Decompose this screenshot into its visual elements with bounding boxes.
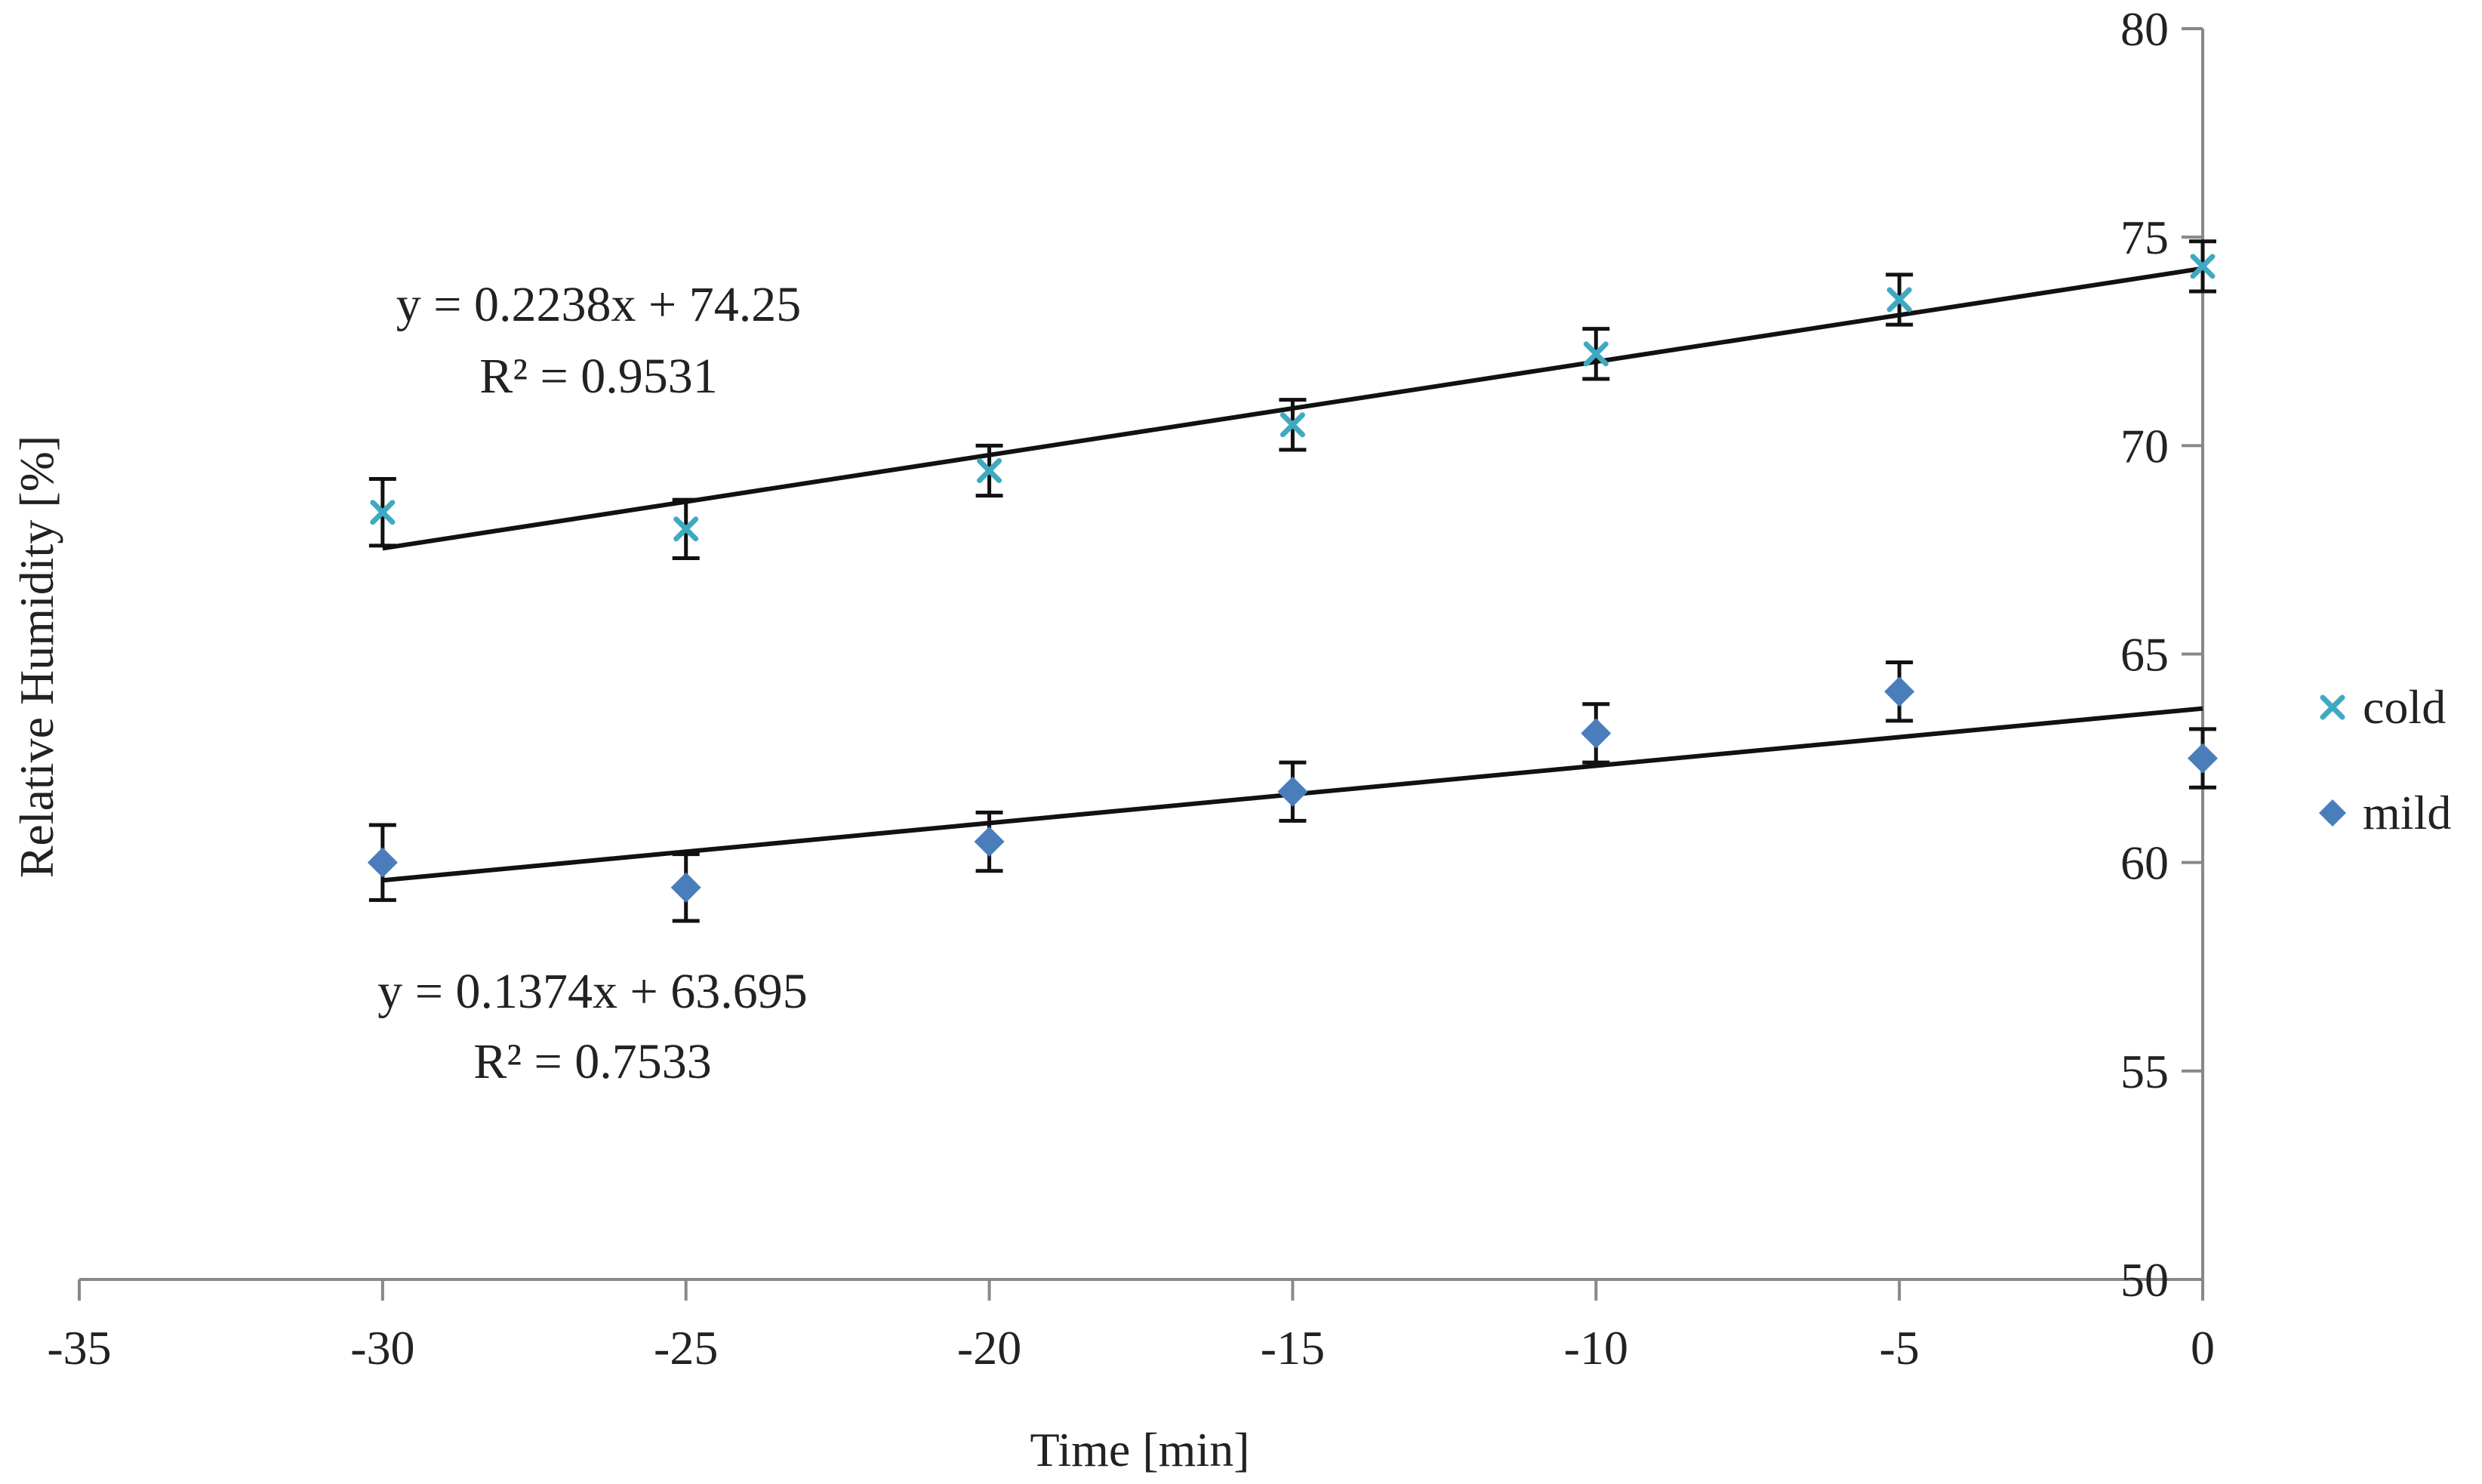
cold-point	[1886, 287, 1912, 313]
cold-point	[370, 500, 396, 525]
cold-r-squared: R² = 0.9531	[479, 349, 718, 404]
cold-point	[673, 516, 699, 542]
legend: cold mild	[2319, 680, 2451, 839]
legend-cold-label: cold	[2363, 680, 2446, 734]
mild-equation: y = 0.1374x + 63.695	[377, 964, 807, 1019]
y-tick-label: 80	[2120, 2, 2169, 56]
mild-point	[2188, 743, 2218, 774]
x-tick-label: -10	[1564, 1321, 1628, 1375]
cold-point	[2190, 254, 2216, 279]
x-tick-label: -25	[654, 1321, 718, 1375]
x-tick-label: -30	[350, 1321, 414, 1375]
axes-layer: -35 -30 -25 -20 -15 -10 -5 0 50 55 60 65 70 75 80	[47, 2, 2215, 1375]
legend-mild-marker	[2319, 799, 2346, 827]
x-axis-title: Time [min]	[1030, 1423, 1250, 1476]
x-tick-label: 0	[2191, 1321, 2215, 1375]
cold-point	[977, 457, 1002, 483]
x-tick-label: -35	[47, 1321, 111, 1375]
mild-point	[1277, 776, 1308, 807]
cold-equation: y = 0.2238x + 74.25	[396, 277, 801, 332]
y-tick-label: 60	[2120, 836, 2169, 890]
legend-mild-label: mild	[2363, 786, 2451, 839]
cold-point	[1279, 412, 1305, 438]
legend-cold-icon	[2320, 694, 2345, 720]
y-tick-label: 65	[2120, 628, 2169, 682]
marker-layer	[367, 254, 2218, 903]
x-tick-label: -15	[1261, 1321, 1325, 1375]
y-tick-label: 70	[2120, 419, 2169, 473]
y-tick-label: 50	[2120, 1253, 2169, 1307]
x-tick-label: -20	[957, 1321, 1021, 1375]
x-tick-label: -5	[1879, 1321, 1919, 1375]
legend-cold-marker	[2320, 694, 2345, 720]
mild-point	[1884, 676, 1915, 707]
errorbar-layer	[368, 239, 2216, 923]
y-axis-title: Relative Humidity [%]	[10, 436, 63, 879]
mild-point	[670, 872, 701, 903]
mild-point	[974, 827, 1005, 857]
legend-mild-icon	[2319, 799, 2346, 827]
y-tick-label: 75	[2120, 211, 2169, 264]
mild-r-squared: R² = 0.7533	[473, 1034, 712, 1089]
mild-point	[1581, 718, 1612, 749]
cold-point	[1583, 341, 1609, 367]
y-tick-label: 55	[2120, 1045, 2169, 1098]
mild-point	[367, 847, 398, 878]
